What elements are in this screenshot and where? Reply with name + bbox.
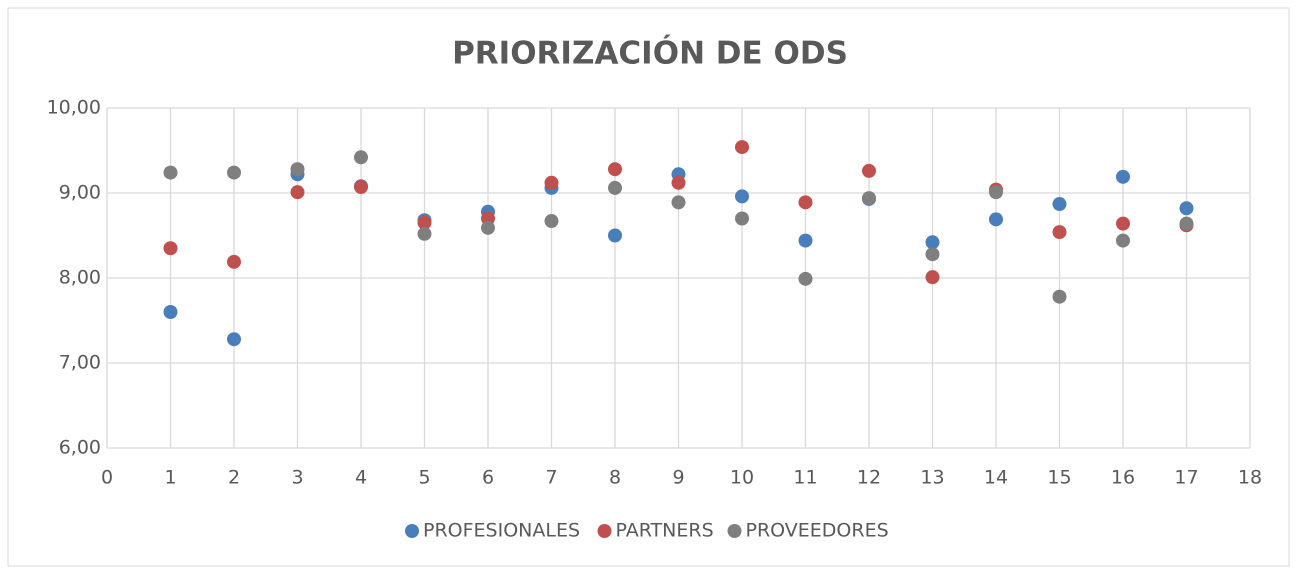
x-tick-label: 3 — [291, 467, 303, 489]
point — [1052, 289, 1067, 304]
point — [798, 195, 813, 210]
point — [1116, 233, 1130, 248]
x-tick-label: 14 — [984, 467, 1008, 489]
point — [163, 305, 178, 319]
x-tick-label: 0 — [101, 467, 113, 489]
point — [608, 162, 622, 177]
y-tick-label: 10,00 — [47, 97, 101, 119]
y-tick-label: 6,00 — [59, 437, 101, 459]
point — [163, 165, 178, 180]
legend-label: PARTNERS — [616, 520, 714, 542]
point — [925, 247, 940, 262]
x-tick-label: 10 — [730, 467, 754, 489]
point — [1179, 201, 1194, 216]
point — [862, 191, 876, 206]
legend-marker — [597, 524, 612, 538]
point — [481, 220, 495, 235]
point — [735, 140, 749, 155]
point — [544, 214, 559, 229]
x-tick-label: 6 — [482, 467, 494, 489]
point — [1179, 216, 1194, 231]
x-tick-label: 11 — [793, 467, 817, 489]
point — [925, 235, 940, 250]
point — [1052, 197, 1067, 212]
y-tick-label: 7,00 — [59, 352, 101, 374]
y-tick-label: 8,00 — [59, 267, 101, 289]
point — [227, 165, 241, 180]
point — [163, 241, 178, 256]
point — [544, 175, 559, 190]
legend-label: PROVEEDORES — [746, 520, 889, 542]
x-tick-label: 8 — [609, 467, 621, 489]
point — [417, 226, 432, 241]
x-tick-label: 13 — [920, 467, 944, 489]
x-tick-label: 17 — [1174, 467, 1198, 489]
x-tick-label: 12 — [857, 467, 881, 489]
point — [354, 150, 368, 165]
point — [608, 228, 622, 243]
point — [354, 180, 368, 195]
point — [925, 270, 940, 285]
legend-marker — [727, 524, 742, 538]
x-tick-label: 1 — [164, 467, 176, 489]
point — [798, 271, 813, 286]
point — [735, 189, 749, 204]
point — [989, 185, 1003, 200]
chart-title: PRIORIZACIÓN DE ODS — [452, 35, 848, 72]
x-tick-label: 7 — [545, 467, 557, 489]
point — [290, 185, 305, 200]
point — [671, 195, 686, 210]
point — [290, 162, 305, 177]
point — [798, 233, 813, 248]
x-tick-label: 4 — [355, 467, 367, 489]
point — [989, 212, 1003, 227]
point — [1116, 169, 1130, 184]
point — [608, 180, 622, 195]
point — [735, 211, 749, 226]
x-tick-label: 5 — [418, 467, 430, 489]
point — [227, 254, 241, 269]
point — [227, 332, 241, 347]
point — [417, 215, 432, 230]
chart-frame — [7, 7, 1290, 567]
x-tick-label: 9 — [672, 467, 684, 489]
x-tick-label: 15 — [1047, 467, 1071, 489]
point — [1116, 216, 1130, 231]
x-tick-label: 18 — [1238, 467, 1262, 489]
point — [1052, 225, 1067, 240]
legend-label: PROFESIONALES — [423, 520, 580, 542]
legend-marker — [405, 524, 419, 538]
x-tick-label: 2 — [228, 467, 240, 489]
x-tick-label: 16 — [1111, 467, 1135, 489]
y-tick-label: 9,00 — [59, 182, 101, 204]
point — [862, 163, 876, 178]
point — [671, 175, 686, 190]
